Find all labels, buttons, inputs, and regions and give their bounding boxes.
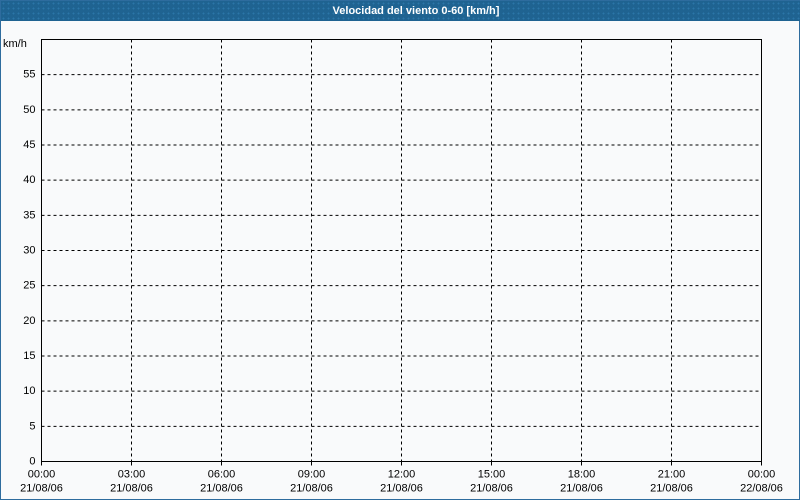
svg-text:00:00: 00:00 — [28, 469, 56, 481]
svg-text:21/08/06: 21/08/06 — [110, 483, 153, 495]
svg-text:30: 30 — [23, 245, 35, 257]
svg-text:06:00: 06:00 — [208, 469, 236, 481]
svg-text:20: 20 — [23, 315, 35, 327]
svg-text:45: 45 — [23, 139, 35, 151]
svg-text:21/08/06: 21/08/06 — [560, 483, 603, 495]
svg-text:25: 25 — [23, 280, 35, 292]
svg-text:55: 55 — [23, 69, 35, 81]
svg-text:15: 15 — [23, 350, 35, 362]
svg-text:5: 5 — [29, 420, 35, 432]
svg-text:18:00: 18:00 — [568, 469, 596, 481]
svg-text:50: 50 — [23, 104, 35, 116]
svg-text:22/08/06: 22/08/06 — [740, 483, 783, 495]
svg-text:21/08/06: 21/08/06 — [380, 483, 423, 495]
svg-text:35: 35 — [23, 209, 35, 221]
svg-text:12:00: 12:00 — [388, 469, 416, 481]
svg-text:03:00: 03:00 — [118, 469, 146, 481]
svg-text:15:00: 15:00 — [478, 469, 506, 481]
svg-text:0: 0 — [29, 456, 35, 468]
svg-text:km/h: km/h — [3, 38, 27, 50]
svg-text:21:00: 21:00 — [658, 469, 686, 481]
svg-text:09:00: 09:00 — [298, 469, 326, 481]
svg-text:21/08/06: 21/08/06 — [290, 483, 333, 495]
svg-text:21/08/06: 21/08/06 — [470, 483, 513, 495]
svg-text:21/08/06: 21/08/06 — [200, 483, 243, 495]
svg-text:21/08/06: 21/08/06 — [20, 483, 63, 495]
svg-text:21/08/06: 21/08/06 — [650, 483, 693, 495]
svg-text:00:00: 00:00 — [748, 469, 776, 481]
svg-text:40: 40 — [23, 174, 35, 186]
svg-text:10: 10 — [23, 385, 35, 397]
